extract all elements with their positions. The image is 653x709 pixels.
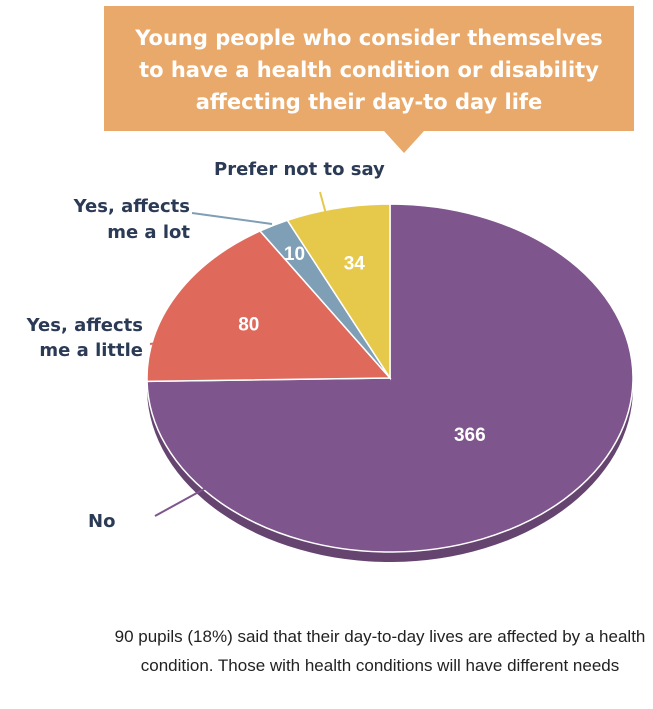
leader-line-lot [191, 212, 273, 225]
leader-line-little [149, 339, 179, 345]
label-lot-line1: Yes, affects [73, 196, 190, 217]
pie-value-yes-affects-me-a-lot: 10 [284, 244, 305, 265]
pie-value-prefer-not-to-say: 34 [344, 253, 366, 274]
label-little-line1: Yes, affects [26, 315, 143, 336]
label-lot-line2: me a lot [107, 222, 190, 243]
pie-slice-prefer-not-to-say [286, 203, 391, 381]
pie-value-yes-affects-me-a-little: 80 [238, 315, 259, 336]
label-no: No [88, 511, 115, 532]
leader-line-prefer [319, 191, 327, 215]
label-little-line2: me a little [39, 340, 143, 361]
title-banner: Young people who consider themselves to … [104, 6, 634, 153]
pie-slices-layer [146, 203, 634, 553]
pie-values-layer: 366 80 10 34 [238, 244, 485, 446]
pie-slice-yes-affects-me-a-little [146, 230, 392, 383]
pie-slice-no [146, 203, 634, 553]
chart-caption: 90 pupils (18%) said that their day-to-d… [114, 627, 646, 675]
chart-title: Young people who consider themselves to … [135, 26, 603, 114]
label-prefer: Prefer not to say [214, 159, 385, 180]
leader-line-no [154, 482, 216, 517]
pie-value-no: 366 [454, 425, 486, 446]
